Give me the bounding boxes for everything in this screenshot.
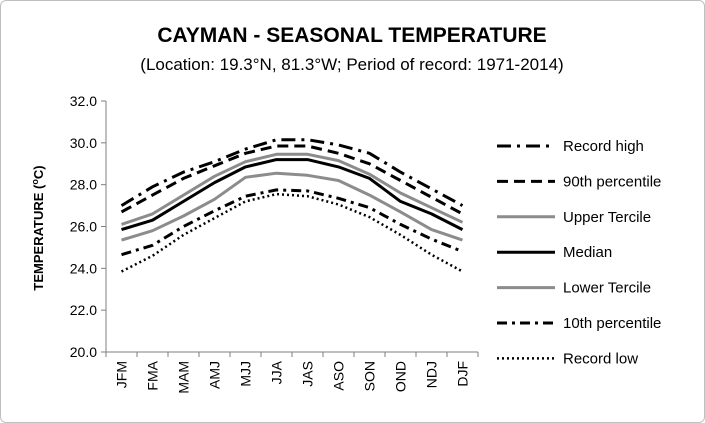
- y-tick-label: 20.0: [70, 344, 97, 360]
- x-tick-label: OND: [393, 361, 409, 392]
- y-axis-label-end: C): [31, 165, 46, 179]
- x-tick-label: JJA: [269, 360, 285, 384]
- x-tick-label: JAS: [300, 361, 316, 387]
- legend-label-upper-tercile: Upper Tercile: [563, 209, 651, 226]
- y-tick-label: 28.0: [70, 177, 97, 193]
- y-tick-label: 22.0: [70, 302, 97, 318]
- plot-area: 20.0 22.0 24.0 26.0 28.0 30.0 32.0 JFM FMA MAM AMJ…: [70, 93, 479, 394]
- legend-label-median: Median: [563, 244, 612, 261]
- y-tick-label: 26.0: [70, 219, 97, 235]
- x-tick-label: ASO: [331, 361, 347, 391]
- x-tick-label: AMJ: [207, 361, 223, 389]
- legend-label-90th-percentile: 90th percentile: [563, 173, 661, 190]
- series-line-90th-percentile: [120, 144, 464, 216]
- series-line-10th-percentile: [121, 188, 464, 257]
- chart-title: CAYMAN - SEASONAL TEMPERATURE: [157, 24, 546, 47]
- x-tick-label: SON: [362, 361, 378, 391]
- legend: Record high 90th percentile Upper Tercile M…: [497, 138, 661, 367]
- series-line-median: [121, 158, 464, 232]
- series-line-record-low: [120, 192, 464, 273]
- series-line-lower-tercile: [121, 171, 463, 242]
- x-tick-label: DJF: [455, 361, 471, 387]
- x-tick-label: FMA: [145, 360, 161, 390]
- series-line-record-high: [120, 138, 464, 207]
- y-axis-label-superscript: o: [30, 179, 40, 185]
- legend-label-lower-tercile: Lower Tercile: [563, 280, 651, 297]
- y-tick-label: 30.0: [70, 135, 97, 151]
- x-tick-label: MJJ: [238, 361, 254, 387]
- y-axis-label: TEMPERATURE (oC): [30, 165, 46, 290]
- x-tick-label: NDJ: [424, 361, 440, 388]
- legend-label-record-high: Record high: [563, 138, 644, 155]
- x-tick-label: MAM: [176, 361, 192, 394]
- series-line-upper-tercile: [121, 152, 464, 226]
- legend-label-record-low: Record low: [563, 350, 638, 367]
- y-tick-label: 32.0: [70, 93, 97, 109]
- y-tick-label: 24.0: [70, 260, 97, 276]
- y-axis-label-main: TEMPERATURE (: [31, 184, 46, 291]
- legend-label-10th-percentile: 10th percentile: [563, 315, 661, 332]
- x-tick-label: JFM: [114, 361, 130, 388]
- chart-subtitle: (Location: 19.3°N, 81.3°W; Period of rec…: [140, 55, 563, 74]
